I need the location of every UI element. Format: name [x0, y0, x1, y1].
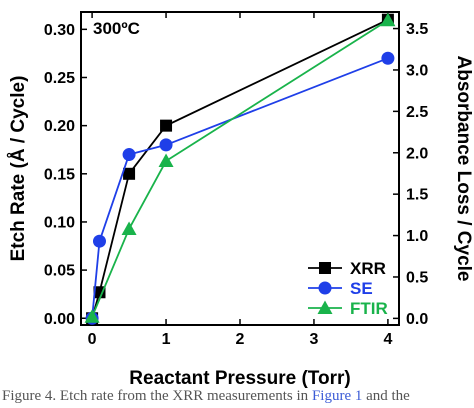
- y2-tick-label: 3.5: [406, 21, 428, 38]
- labels-layer: 0 1 2 3 4 0.00 0.05 0.10 0.15 0.20 0.25 0.30 0.0 0.5 1…: [8, 19, 474, 389]
- data-point-ftir: [121, 221, 137, 235]
- y2-axis-title: Absorbance Loss / Cycle: [453, 56, 474, 282]
- data-point-xrr: [123, 167, 136, 180]
- x-tick-label: 1: [162, 331, 171, 348]
- x-tick-label: 4: [383, 331, 392, 348]
- y2-tick-label: 2.0: [406, 145, 428, 162]
- y2-tick-label: 3.0: [406, 62, 428, 79]
- y-tick-label: 0.10: [44, 214, 75, 231]
- legend-label-se: SE: [350, 279, 373, 298]
- y-tick-label: 0.00: [44, 311, 75, 328]
- series-line-se: [91, 57, 389, 319]
- y2-tick-label: 1.5: [406, 187, 428, 204]
- y-tick-label: 0.25: [44, 70, 75, 87]
- data-point-xrr: [93, 286, 106, 299]
- data-point-se: [381, 51, 395, 65]
- legend-marker-xrr: [319, 262, 331, 274]
- y-tick-label: 0.05: [44, 263, 75, 280]
- x-tick-label: 2: [236, 331, 245, 348]
- data-point-xrr: [160, 119, 173, 132]
- caption-prefix: Figure 4. Etch rate from the XRR measure…: [2, 388, 309, 404]
- legend-label-ftir: FTIR: [350, 299, 388, 318]
- y-axis-title: Etch Rate (Å / Cycle): [8, 76, 29, 262]
- y-tick-label: 0.20: [44, 118, 75, 135]
- caption-link[interactable]: Figure 1: [311, 388, 363, 404]
- data-point-ftir: [380, 12, 396, 27]
- y2-tick-label: 0.5: [406, 269, 428, 286]
- y2-tick-label: 0.0: [406, 311, 428, 328]
- legend-marker-se: [318, 281, 332, 295]
- data-point-se: [92, 234, 106, 248]
- series-line-ftir: [91, 19, 389, 318]
- chart-svg: 0 1 2 3 4 0.00 0.05 0.10 0.15 0.20 0.25 0.30 0.0 0.5 1…: [8, 11, 474, 389]
- x-tick-label: 0: [88, 331, 97, 348]
- data-point-se: [159, 138, 173, 152]
- series-line-xrr: [91, 18, 389, 319]
- x-tick-label: 3: [310, 331, 319, 348]
- y2-tick-label: 1.0: [406, 228, 428, 245]
- data-point-ftir: [158, 153, 174, 168]
- legend-label-xrr: XRR: [350, 259, 386, 278]
- data-point-se: [122, 148, 136, 162]
- figure-caption: Figure 4. Etch rate from the XRR measure…: [0, 388, 474, 408]
- y-tick-label: 0.30: [44, 22, 75, 39]
- data-point-ftir: [84, 309, 100, 323]
- y2-tick-label: 2.5: [406, 104, 428, 121]
- series-layer: [84, 12, 396, 325]
- x-axis-title: Reactant Pressure (Torr): [129, 368, 350, 388]
- legend-marker-ftir: [317, 300, 333, 314]
- temperature-annotation: 300ºC: [93, 19, 140, 38]
- caption-suffix: and the: [366, 388, 410, 404]
- y-tick-label: 0.15: [44, 166, 75, 183]
